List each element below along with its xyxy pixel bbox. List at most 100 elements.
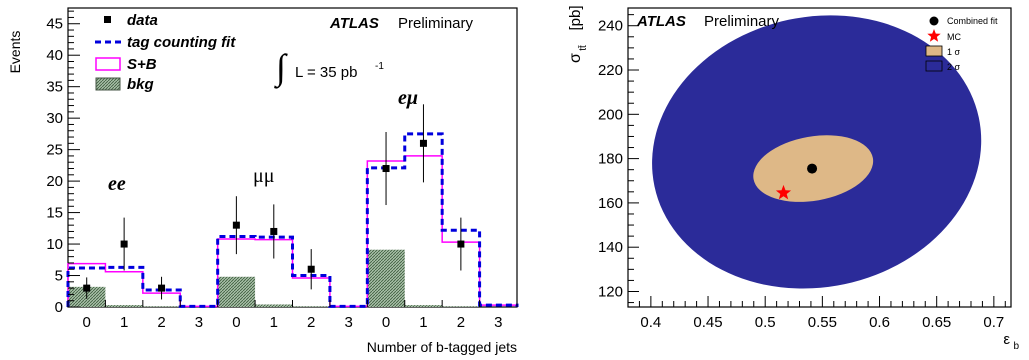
- x-tick-label: 0.55: [808, 314, 837, 331]
- data-point: [158, 284, 166, 292]
- legend-fit-marker: [929, 16, 939, 26]
- bkg-bar: [142, 306, 181, 307]
- x-tick-label: 0: [382, 314, 390, 331]
- y-tick-label: 200: [598, 106, 623, 123]
- lumi-exponent: -1: [375, 61, 384, 72]
- y-tick-label: 240: [598, 18, 623, 35]
- legend-fit-label-r: Combined fit: [947, 16, 998, 26]
- fit-step-line: [66, 132, 519, 308]
- left-x-axis-title: Number of b-tagged jets: [367, 339, 517, 355]
- bkg-bar: [442, 306, 480, 307]
- left-legend: data tag counting fit S+B bkg: [95, 12, 236, 93]
- y-tick-label: 220: [598, 62, 623, 79]
- legend-fit-label: tag counting fit: [127, 34, 236, 51]
- data-point: [307, 265, 315, 273]
- legend-1sigma-label: 1 σ: [947, 47, 961, 57]
- x-tick-label: 0.4: [640, 314, 661, 331]
- x-tick-label: 0.5: [755, 314, 776, 331]
- sb-histogram: [67, 155, 518, 308]
- legend-sb-box: [95, 57, 121, 71]
- right-legend: Combined fit MC 1 σ 2 σ: [925, 16, 998, 72]
- right-preliminary-label: Preliminary: [704, 13, 780, 30]
- legend-1sigma-box: [925, 45, 943, 57]
- right-x-axis-title: ε: [1003, 331, 1010, 348]
- y-tick-label: 45: [46, 16, 63, 33]
- sigma-unit: [pb]: [567, 5, 584, 30]
- sigma-symbol: σ: [567, 53, 584, 63]
- legend-data-marker: [104, 16, 111, 23]
- y-tick-label: 40: [46, 47, 63, 64]
- data-point: [232, 221, 240, 229]
- right-x-axis-subscript: b: [1013, 341, 1019, 352]
- legend-2sigma-label: 2 σ: [947, 62, 961, 72]
- legend-bkg-box: [95, 77, 121, 91]
- x-tick-label: 3: [195, 314, 203, 331]
- y-tick-label: 180: [598, 151, 623, 168]
- luminosity-annotation: ∫ L = 35 pb -1: [274, 47, 384, 89]
- bkg-bar: [255, 304, 293, 307]
- y-tick-label: 10: [46, 236, 63, 253]
- data-points: [83, 104, 465, 300]
- x-tick-label: 2: [457, 314, 465, 331]
- right-atlas-label: ATLAS: [636, 13, 686, 30]
- x-tick-label: 0.6: [869, 314, 890, 331]
- legend-2sigma-box: [925, 60, 943, 72]
- legend-mc-marker: [927, 29, 941, 42]
- legend-mc-label: MC: [947, 32, 961, 42]
- sb-step-line: [67, 155, 518, 308]
- sigma-subscript: tt̄: [577, 45, 589, 51]
- legend-data-label: data: [127, 12, 158, 29]
- best-fit-point: [807, 163, 818, 174]
- right-y-ticks: 120 140 160 180 200 220 240: [598, 14, 639, 304]
- y-tick-label: 120: [598, 283, 623, 300]
- x-tick-label: 1: [419, 314, 427, 331]
- data-point: [457, 240, 465, 248]
- right-y-axis-title: σ tt̄ [pb]: [567, 5, 589, 62]
- left-preliminary-label: Preliminary: [398, 15, 474, 32]
- bkg-bar: [217, 276, 256, 307]
- data-point: [120, 240, 128, 248]
- data-point: [83, 284, 91, 292]
- y-tick-label: 140: [598, 239, 623, 256]
- y-tick-label: 35: [46, 79, 63, 96]
- y-tick-label: 0: [55, 299, 63, 316]
- x-tick-label: 1: [270, 314, 278, 331]
- right-x-ticks: 0.4 0.45 0.5 0.55 0.6 0.65 0.7: [638, 296, 1006, 331]
- x-tick-label: 3: [344, 314, 352, 331]
- right-panel: 120 140 160 180 200 220 240 0.4 0.45 0.5 0.55 0.6 0…: [567, 5, 1019, 352]
- y-tick-label: 30: [46, 110, 63, 127]
- legend-sb-label: S+B: [127, 56, 157, 73]
- x-tick-label: 2: [157, 314, 165, 331]
- channel-label-mumu: μμ: [253, 165, 274, 187]
- y-tick-label: 5: [55, 268, 63, 285]
- right-plot-frame: [627, 7, 1012, 308]
- fit-points: [775, 163, 818, 200]
- x-tick-label: 0.7: [983, 314, 1004, 331]
- channel-label-emu: eμ: [398, 87, 418, 109]
- x-tick-label: 0.45: [693, 314, 722, 331]
- left-atlas-label: ATLAS: [329, 15, 379, 32]
- y-tick-label: 15: [46, 205, 63, 222]
- data-point: [382, 165, 390, 173]
- left-y-ticks: 0 5 10 15 20 25 30 35 40 45: [46, 10, 80, 316]
- y-tick-label: 20: [46, 173, 63, 190]
- channel-label-ee: ee: [108, 173, 126, 195]
- x-tick-label: 3: [494, 314, 502, 331]
- fit-histogram: [66, 132, 519, 308]
- data-point: [419, 139, 427, 147]
- left-y-axis-title: Events: [7, 31, 23, 74]
- bkg-bar: [404, 305, 443, 307]
- x-tick-label: 1: [120, 314, 128, 331]
- x-tick-label: 0: [83, 314, 91, 331]
- integral-sign: ∫: [274, 47, 288, 89]
- bkg-bar: [105, 305, 143, 307]
- bkg-bar: [292, 306, 330, 307]
- y-tick-label: 160: [598, 195, 623, 212]
- x-tick-label: 0: [232, 314, 240, 331]
- mc-point: [775, 184, 792, 200]
- y-tick-label: 25: [46, 142, 63, 159]
- lumi-text: L = 35 pb: [295, 64, 357, 81]
- bkg-bars: [68, 249, 480, 307]
- bkg-bar: [367, 249, 405, 307]
